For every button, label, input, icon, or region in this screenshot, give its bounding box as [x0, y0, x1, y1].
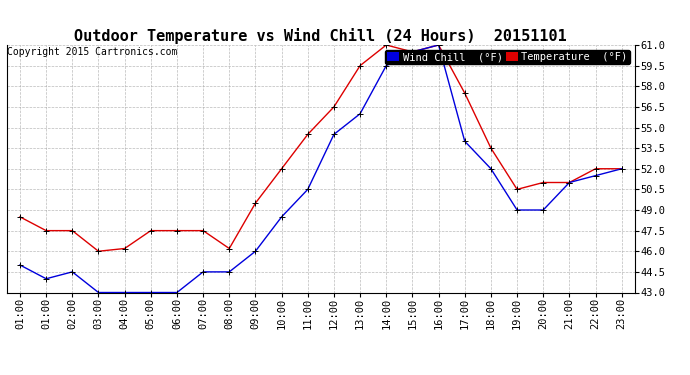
Legend: Wind Chill  (°F), Temperature  (°F): Wind Chill (°F), Temperature (°F): [385, 50, 629, 64]
Text: Copyright 2015 Cartronics.com: Copyright 2015 Cartronics.com: [7, 47, 177, 57]
Title: Outdoor Temperature vs Wind Chill (24 Hours)  20151101: Outdoor Temperature vs Wind Chill (24 Ho…: [75, 28, 567, 44]
